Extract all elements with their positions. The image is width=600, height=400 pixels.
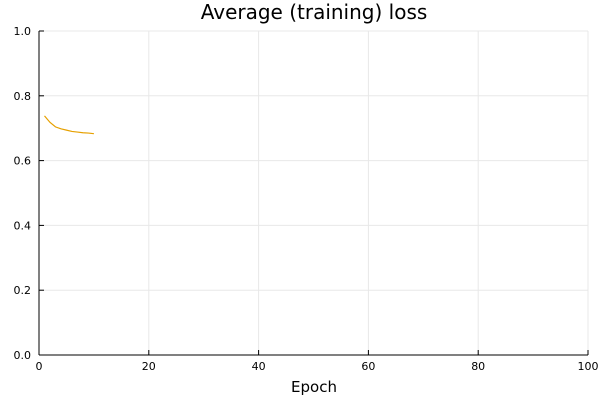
x-tick-label: 80: [471, 360, 485, 373]
loss-series-line-0: [44, 115, 94, 135]
y-tick-label: 0.6: [14, 155, 32, 168]
x-axis-label: Epoch: [291, 378, 337, 396]
x-tick-label: 40: [252, 360, 266, 373]
x-tick-label: 60: [361, 360, 375, 373]
y-tick-label: 1.0: [14, 25, 32, 38]
series-layer: [44, 115, 94, 135]
chart-title: Average (training) loss: [201, 0, 428, 24]
y-tick-label: 0.4: [14, 219, 32, 232]
y-tick-label: 0.8: [14, 90, 32, 103]
x-tick-label: 20: [142, 360, 156, 373]
grid-lines: [39, 30, 589, 355]
x-tick-label: 100: [578, 360, 599, 373]
x-tick-label: 0: [36, 360, 43, 373]
y-tick-label: 0.2: [14, 284, 32, 297]
tick-labels: 0 20 40 60 80 100 0.0 0.2 0.4 0.6 0.8 1.0: [14, 25, 599, 373]
axes: [38, 30, 589, 356]
y-tick-label: 0.0: [14, 349, 32, 362]
